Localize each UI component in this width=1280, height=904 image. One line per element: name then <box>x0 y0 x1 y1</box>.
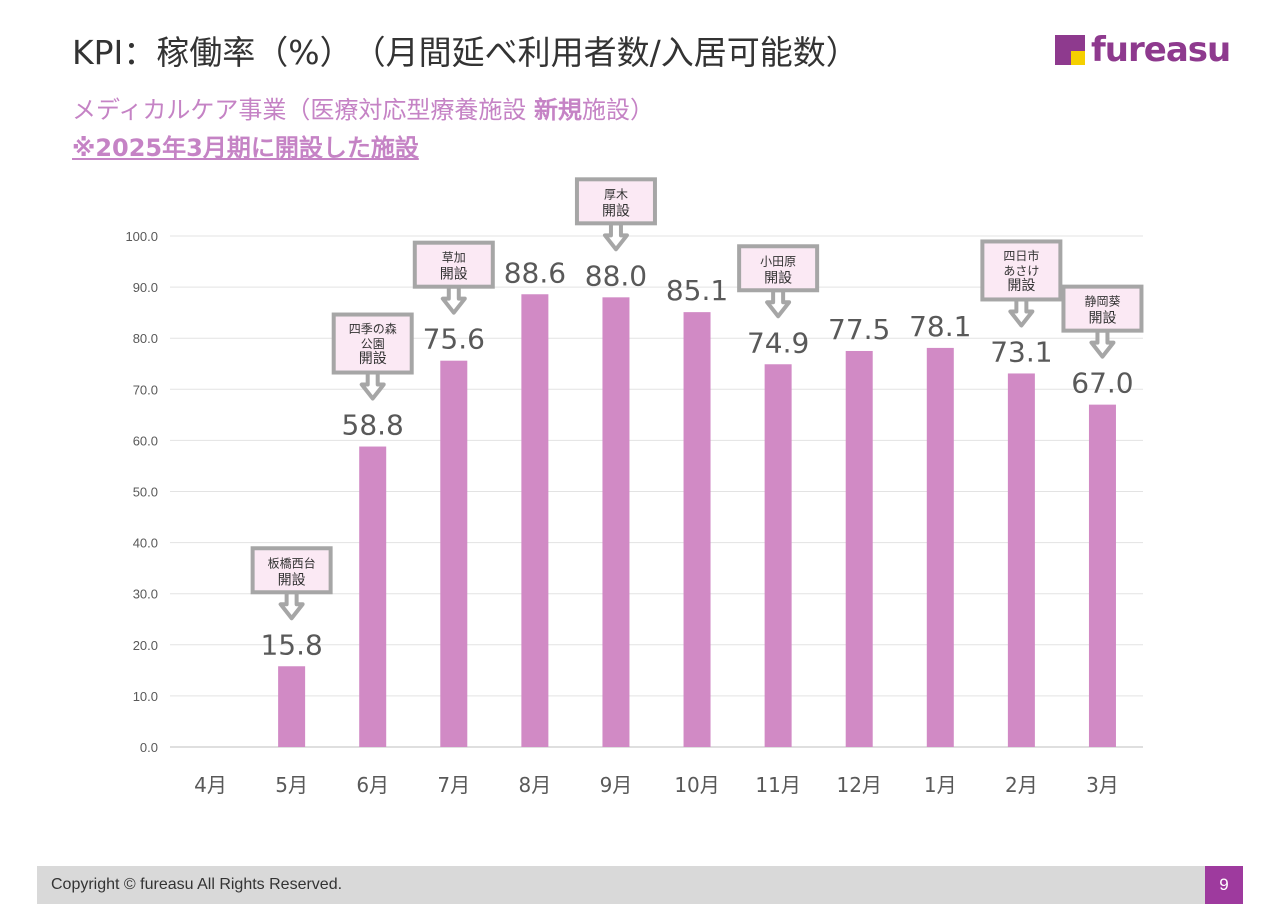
y-tick-label: 0.0 <box>140 740 158 755</box>
x-tick-label: 12月 <box>836 773 881 797</box>
callout-box <box>980 239 1063 302</box>
x-tick-label: 4月 <box>194 773 227 797</box>
callout-box <box>1061 284 1144 333</box>
page-title: KPI：稼働率（%） （月間延べ利用者数/入居可能数） <box>72 33 859 72</box>
callout-text: 開設 <box>359 351 387 367</box>
callout-text: 草加 <box>442 251 466 265</box>
bar <box>926 347 954 747</box>
y-tick-label: 70.0 <box>133 382 158 397</box>
x-tick-label: 5月 <box>275 773 308 797</box>
data-label: 58.8 <box>342 409 404 442</box>
x-tick-label: 1月 <box>924 773 957 797</box>
callout-text: 四日市 <box>1003 248 1039 263</box>
data-label: 73.1 <box>990 335 1052 368</box>
callout-arrow <box>359 370 386 401</box>
x-tick-label: 3月 <box>1086 773 1119 797</box>
y-tick-label: 30.0 <box>133 587 158 602</box>
data-label: 88.0 <box>585 259 647 292</box>
y-tick-label: 40.0 <box>133 536 158 551</box>
data-label: 15.8 <box>260 628 322 661</box>
copyright-text: Copyright © fureasu All Rights Reserved. <box>51 876 343 893</box>
callout-text: 四季の森 <box>349 321 397 336</box>
data-label: 75.6 <box>423 323 485 356</box>
data-label: 67.0 <box>1071 367 1133 400</box>
callout-arrow <box>1089 328 1116 359</box>
callout-text: 公園 <box>361 337 385 351</box>
occupancy-bar-chart: 0.0 10.0 20.0 30.0 40.0 50.0 60.0 70.0 80.0 90.0 1… <box>125 177 1144 797</box>
x-tick-label: 6月 <box>356 773 389 797</box>
x-tick-label: 9月 <box>600 773 633 797</box>
x-tick-label: 7月 <box>437 773 470 797</box>
callout-box <box>737 244 820 293</box>
callout-text: 小田原 <box>760 254 796 268</box>
bar <box>440 360 468 747</box>
x-tick-label: 11月 <box>755 773 800 797</box>
callout-arrow <box>602 221 629 252</box>
y-tick-label: 20.0 <box>133 638 158 653</box>
callout-arrow <box>278 590 305 621</box>
bar <box>1088 404 1116 747</box>
bar <box>683 312 711 747</box>
callout-text: 開設 <box>1007 278 1035 294</box>
page-number: 9 <box>1205 866 1243 904</box>
subtitle-post: 施設） <box>581 96 654 124</box>
y-tick-label: 100.0 <box>125 229 158 244</box>
y-tick-label: 50.0 <box>133 485 158 500</box>
callout-text: 開設 <box>1088 311 1116 327</box>
bar <box>278 666 306 747</box>
callout-box <box>412 240 495 289</box>
subtitle: メディカルケア事業（医療対応型療養施設 新規施設） <box>72 90 654 125</box>
callout-text: 開設 <box>278 572 306 588</box>
callout-text: 厚木 <box>604 187 628 201</box>
y-tick-label: 90.0 <box>133 280 158 295</box>
subtitle-pre: メディカルケア事業（医療対応型療養施設 <box>72 96 534 124</box>
callout-arrow <box>1008 297 1035 328</box>
callout-text: あさけ <box>1003 264 1039 278</box>
data-label: 74.9 <box>747 326 809 359</box>
bar <box>521 294 549 747</box>
callout-box <box>574 177 657 226</box>
callout-arrow <box>440 284 467 315</box>
bar <box>845 350 873 747</box>
data-label: 77.5 <box>828 313 890 346</box>
bar <box>359 446 387 747</box>
callout-text: 開設 <box>440 267 468 283</box>
x-tick-label: 2月 <box>1005 773 1038 797</box>
bar <box>764 364 792 747</box>
data-label: 88.6 <box>504 256 566 289</box>
data-label: 78.1 <box>909 310 971 343</box>
fiscal-note: ※2025年3月期に開設した施設 <box>72 134 419 162</box>
logo-text: fureasu <box>1091 30 1231 70</box>
subtitle-bold: 新規 <box>533 96 582 124</box>
y-tick-label: 80.0 <box>133 331 158 346</box>
data-label: 85.1 <box>666 274 728 307</box>
callout-box <box>250 546 333 595</box>
callout-text: 静岡葵 <box>1084 295 1120 309</box>
footer-bar: Copyright © fureasu All Rights Reserved.… <box>37 866 1243 904</box>
callout-text: 開設 <box>764 270 792 286</box>
x-tick-label: 10月 <box>674 773 719 797</box>
y-tick-label: 60.0 <box>133 433 158 448</box>
bar <box>1007 373 1035 747</box>
callout-box <box>331 312 414 375</box>
bar <box>602 297 630 747</box>
y-tick-label: 10.0 <box>133 689 158 704</box>
logo-mark-icon <box>1055 35 1085 65</box>
fureasu-logo: fureasu <box>1055 30 1231 70</box>
x-tick-label: 8月 <box>519 773 552 797</box>
callout-text: 開設 <box>602 203 630 219</box>
callout-arrow <box>765 288 792 319</box>
callout-text: 板橋西台 <box>268 555 316 570</box>
